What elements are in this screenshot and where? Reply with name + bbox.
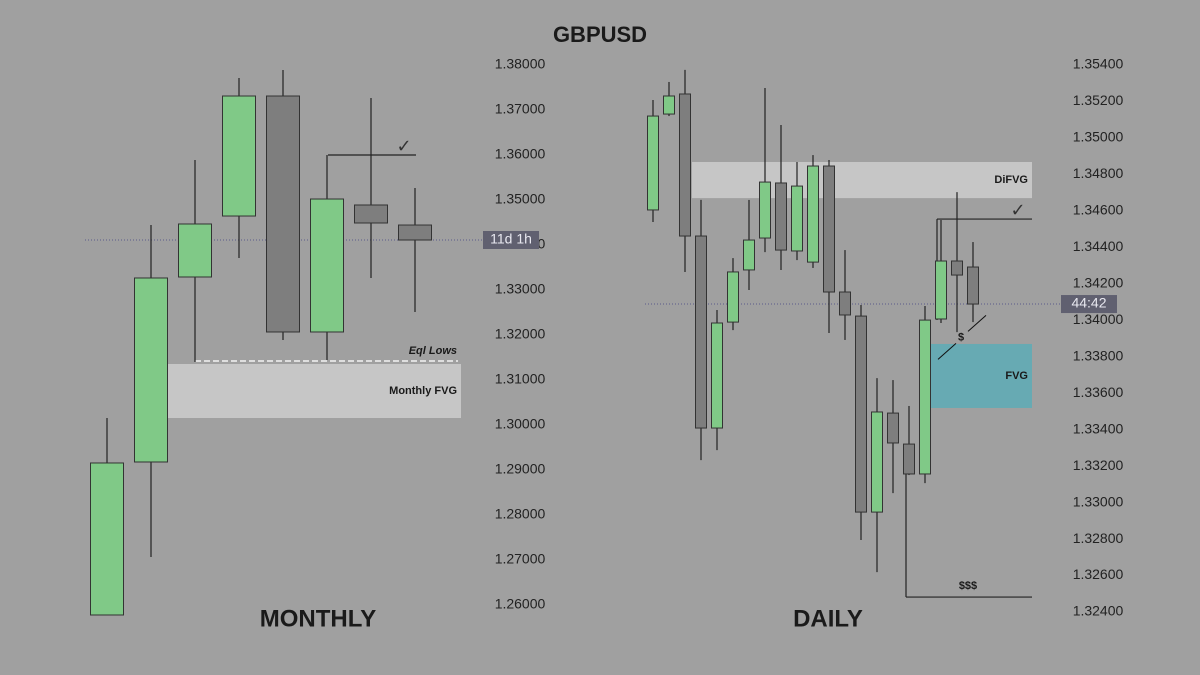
title: GBPUSD (553, 22, 647, 47)
y-tick-label: 1.31000 (495, 371, 546, 387)
candle-body (807, 165, 819, 263)
y-tick-label: 1.27000 (495, 551, 546, 567)
y-tick-label: 1.32400 (1073, 603, 1124, 619)
y-tick-label: 1.33800 (1073, 347, 1124, 363)
y-tick-label: 1.33200 (1073, 457, 1124, 473)
candle-body (663, 95, 675, 115)
y-tick-label: 1.35000 (495, 191, 546, 207)
sweep-label: $ (958, 331, 964, 343)
level-label: ✓ (396, 136, 411, 157)
y-tick-label: 1.32600 (1073, 566, 1124, 582)
y-tick-label: 1.34000 (1073, 311, 1124, 327)
current-price-tag (483, 231, 539, 250)
y-tick-label: 1.35400 (1073, 56, 1124, 72)
y-tick-label: 1.33000 (1073, 493, 1124, 509)
y-tick-label: 1.37000 (495, 101, 546, 117)
zone-label: DiFVG (994, 174, 1028, 186)
y-tick-label: 1.35000 (1073, 129, 1124, 145)
chart-title: DAILY (793, 605, 863, 632)
y-tick-label: 1.32000 (495, 326, 546, 342)
y-tick-label: 1.33000 (495, 281, 546, 297)
zone-label: Monthly FVG (389, 385, 457, 397)
candle-body (823, 165, 835, 293)
y-tick-label: 1.32800 (1073, 530, 1124, 546)
sweep-mark (937, 343, 957, 360)
sweep-mark (967, 315, 987, 332)
y-tick-label: 1.34600 (1073, 202, 1124, 218)
candle-body (903, 443, 915, 475)
candle-body (266, 95, 300, 333)
candle-body (743, 239, 755, 271)
candle-body (695, 235, 707, 429)
y-tick-label: 1.33600 (1073, 384, 1124, 400)
level-label: Eql Lows (409, 345, 457, 357)
y-tick-label: 1.35200 (1073, 92, 1124, 108)
zone (928, 343, 1032, 408)
y-tick-label: 1.34800 (1073, 165, 1124, 181)
y-tick-label: 1.30000 (495, 416, 546, 432)
candle-body (711, 322, 723, 429)
zone-label: FVG (1005, 370, 1028, 382)
candle-body (871, 411, 883, 513)
y-tick-label: 1.38000 (495, 56, 546, 72)
current-price-tag (1061, 295, 1117, 314)
y-tick-label: 1.26000 (495, 596, 546, 612)
level-label: $$$ (959, 580, 977, 592)
candle-body (919, 319, 931, 475)
current-price-label: 11d 1h (490, 231, 532, 247)
y-tick-label: 1.34200 (1073, 275, 1124, 291)
candle-body (310, 198, 344, 333)
candle-body (775, 182, 787, 251)
y-tick-label: 1.28000 (495, 506, 546, 522)
y-tick-label: 1.36000 (495, 146, 546, 162)
candle-body (90, 462, 124, 616)
y-tick-label: 1.29000 (495, 461, 546, 477)
candle-body (178, 223, 212, 278)
candle-body (951, 260, 963, 276)
candle-body (935, 260, 947, 320)
chart-title: MONTHLY (260, 605, 376, 632)
y-tick-label: 1.33400 (1073, 420, 1124, 436)
zone (168, 363, 461, 418)
candle-body (647, 115, 659, 211)
level-label: ✓ (1010, 200, 1025, 221)
candle-body (839, 291, 851, 316)
candle-body (354, 204, 388, 224)
candle-body (222, 95, 256, 217)
candle-body (679, 93, 691, 237)
candle-body (967, 266, 979, 305)
current-price-label: 44:42 (1071, 295, 1106, 311)
zone (692, 162, 1032, 199)
candle-body (759, 181, 771, 239)
candle-body (855, 315, 867, 513)
candle-body (398, 224, 432, 241)
y-tick-label: 1.34400 (1073, 238, 1124, 254)
candle-body (791, 185, 803, 252)
candle-body (727, 271, 739, 323)
candle-body (887, 412, 899, 444)
candle-body (134, 277, 168, 463)
